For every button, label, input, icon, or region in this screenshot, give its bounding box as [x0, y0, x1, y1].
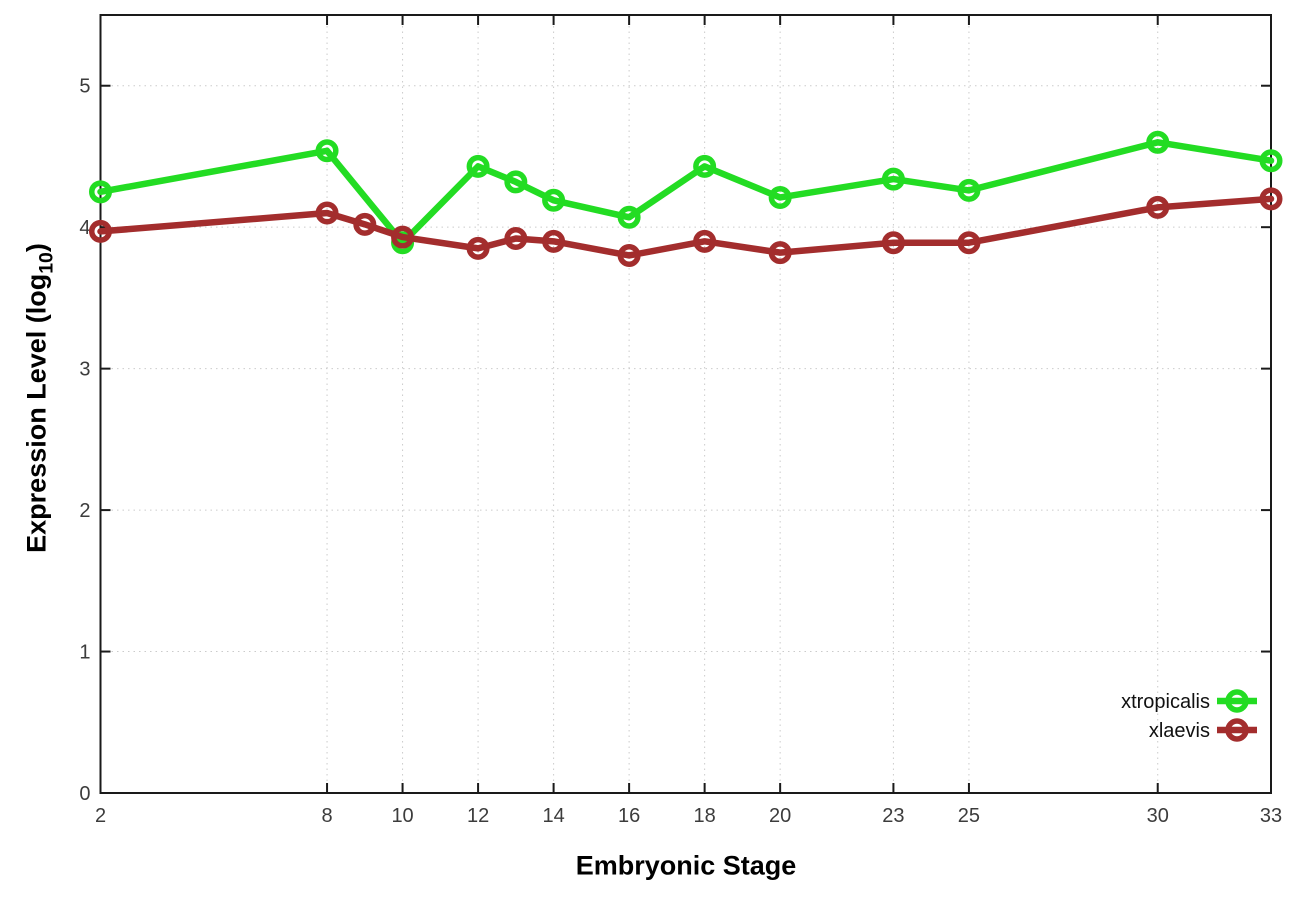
y-tick-label: 1 — [79, 642, 90, 664]
data-point-xtropicalis — [957, 178, 981, 202]
x-tick-label: 33 — [1260, 805, 1282, 827]
data-point-xlaevis — [315, 201, 339, 225]
data-point-xlaevis — [957, 231, 981, 255]
plot-border — [99, 14, 1272, 794]
x-tick-label: 30 — [1147, 805, 1169, 827]
data-point-xlaevis — [693, 229, 717, 253]
y-axis-title-subscript: 10 — [35, 252, 58, 274]
data-point-xlaevis — [466, 236, 490, 260]
data-point-xlaevis — [353, 212, 377, 236]
y-axis-title: Expression Level (log10) — [22, 243, 59, 553]
x-tick-label: 14 — [542, 805, 564, 827]
legend-label-xtropicalis: xtropicalis — [1121, 691, 1210, 713]
data-point-xlaevis — [504, 226, 528, 250]
legend-label-xlaevis: xlaevis — [1149, 720, 1210, 742]
data-point-xlaevis — [1259, 187, 1283, 211]
data-point-xtropicalis — [693, 154, 717, 178]
data-point-xtropicalis — [504, 170, 528, 194]
y-tick-label: 4 — [79, 217, 90, 239]
x-tick-label: 8 — [321, 805, 332, 827]
data-point-xlaevis — [89, 219, 112, 243]
x-tick-label: 23 — [882, 805, 904, 827]
data-point-xtropicalis — [1146, 130, 1170, 154]
y-tick-label: 5 — [79, 76, 90, 98]
x-tick-label: 18 — [694, 805, 716, 827]
x-tick-label: 10 — [391, 805, 413, 827]
y-axis-title-close: ) — [21, 243, 52, 253]
series-line-xtropicalis — [97, 139, 1275, 246]
data-point-xtropicalis — [881, 167, 905, 191]
data-point-xtropicalis — [89, 180, 112, 204]
data-point-xlaevis — [1146, 195, 1170, 219]
y-axis-title-text: Expression Level (log — [21, 273, 52, 553]
data-point-xlaevis — [768, 241, 792, 265]
data-point-xlaevis — [881, 231, 905, 255]
data-point-xlaevis — [391, 225, 415, 249]
x-axis-title: Embryonic Stage — [575, 850, 797, 881]
data-point-xtropicalis — [315, 139, 339, 163]
data-point-xtropicalis — [466, 154, 490, 178]
legend-marker-xlaevis — [1225, 718, 1249, 742]
data-point-xtropicalis — [542, 188, 566, 212]
data-point-xtropicalis — [1259, 149, 1283, 173]
data-point-xtropicalis — [768, 185, 792, 209]
x-tick-label: 25 — [958, 805, 980, 827]
series-line-xlaevis — [97, 195, 1275, 259]
data-point-xtropicalis — [617, 205, 641, 229]
legend-marker-xtropicalis — [1225, 689, 1249, 713]
y-tick-label: 0 — [79, 783, 90, 805]
y-tick-label: 2 — [79, 500, 90, 522]
y-tick-label: 3 — [79, 359, 90, 381]
x-tick-label: 12 — [467, 805, 489, 827]
data-point-xlaevis — [542, 229, 566, 253]
x-tick-label: 20 — [769, 805, 791, 827]
x-tick-label: 16 — [618, 805, 640, 827]
x-tick-label: 2 — [95, 805, 106, 827]
data-point-xlaevis — [617, 243, 641, 267]
